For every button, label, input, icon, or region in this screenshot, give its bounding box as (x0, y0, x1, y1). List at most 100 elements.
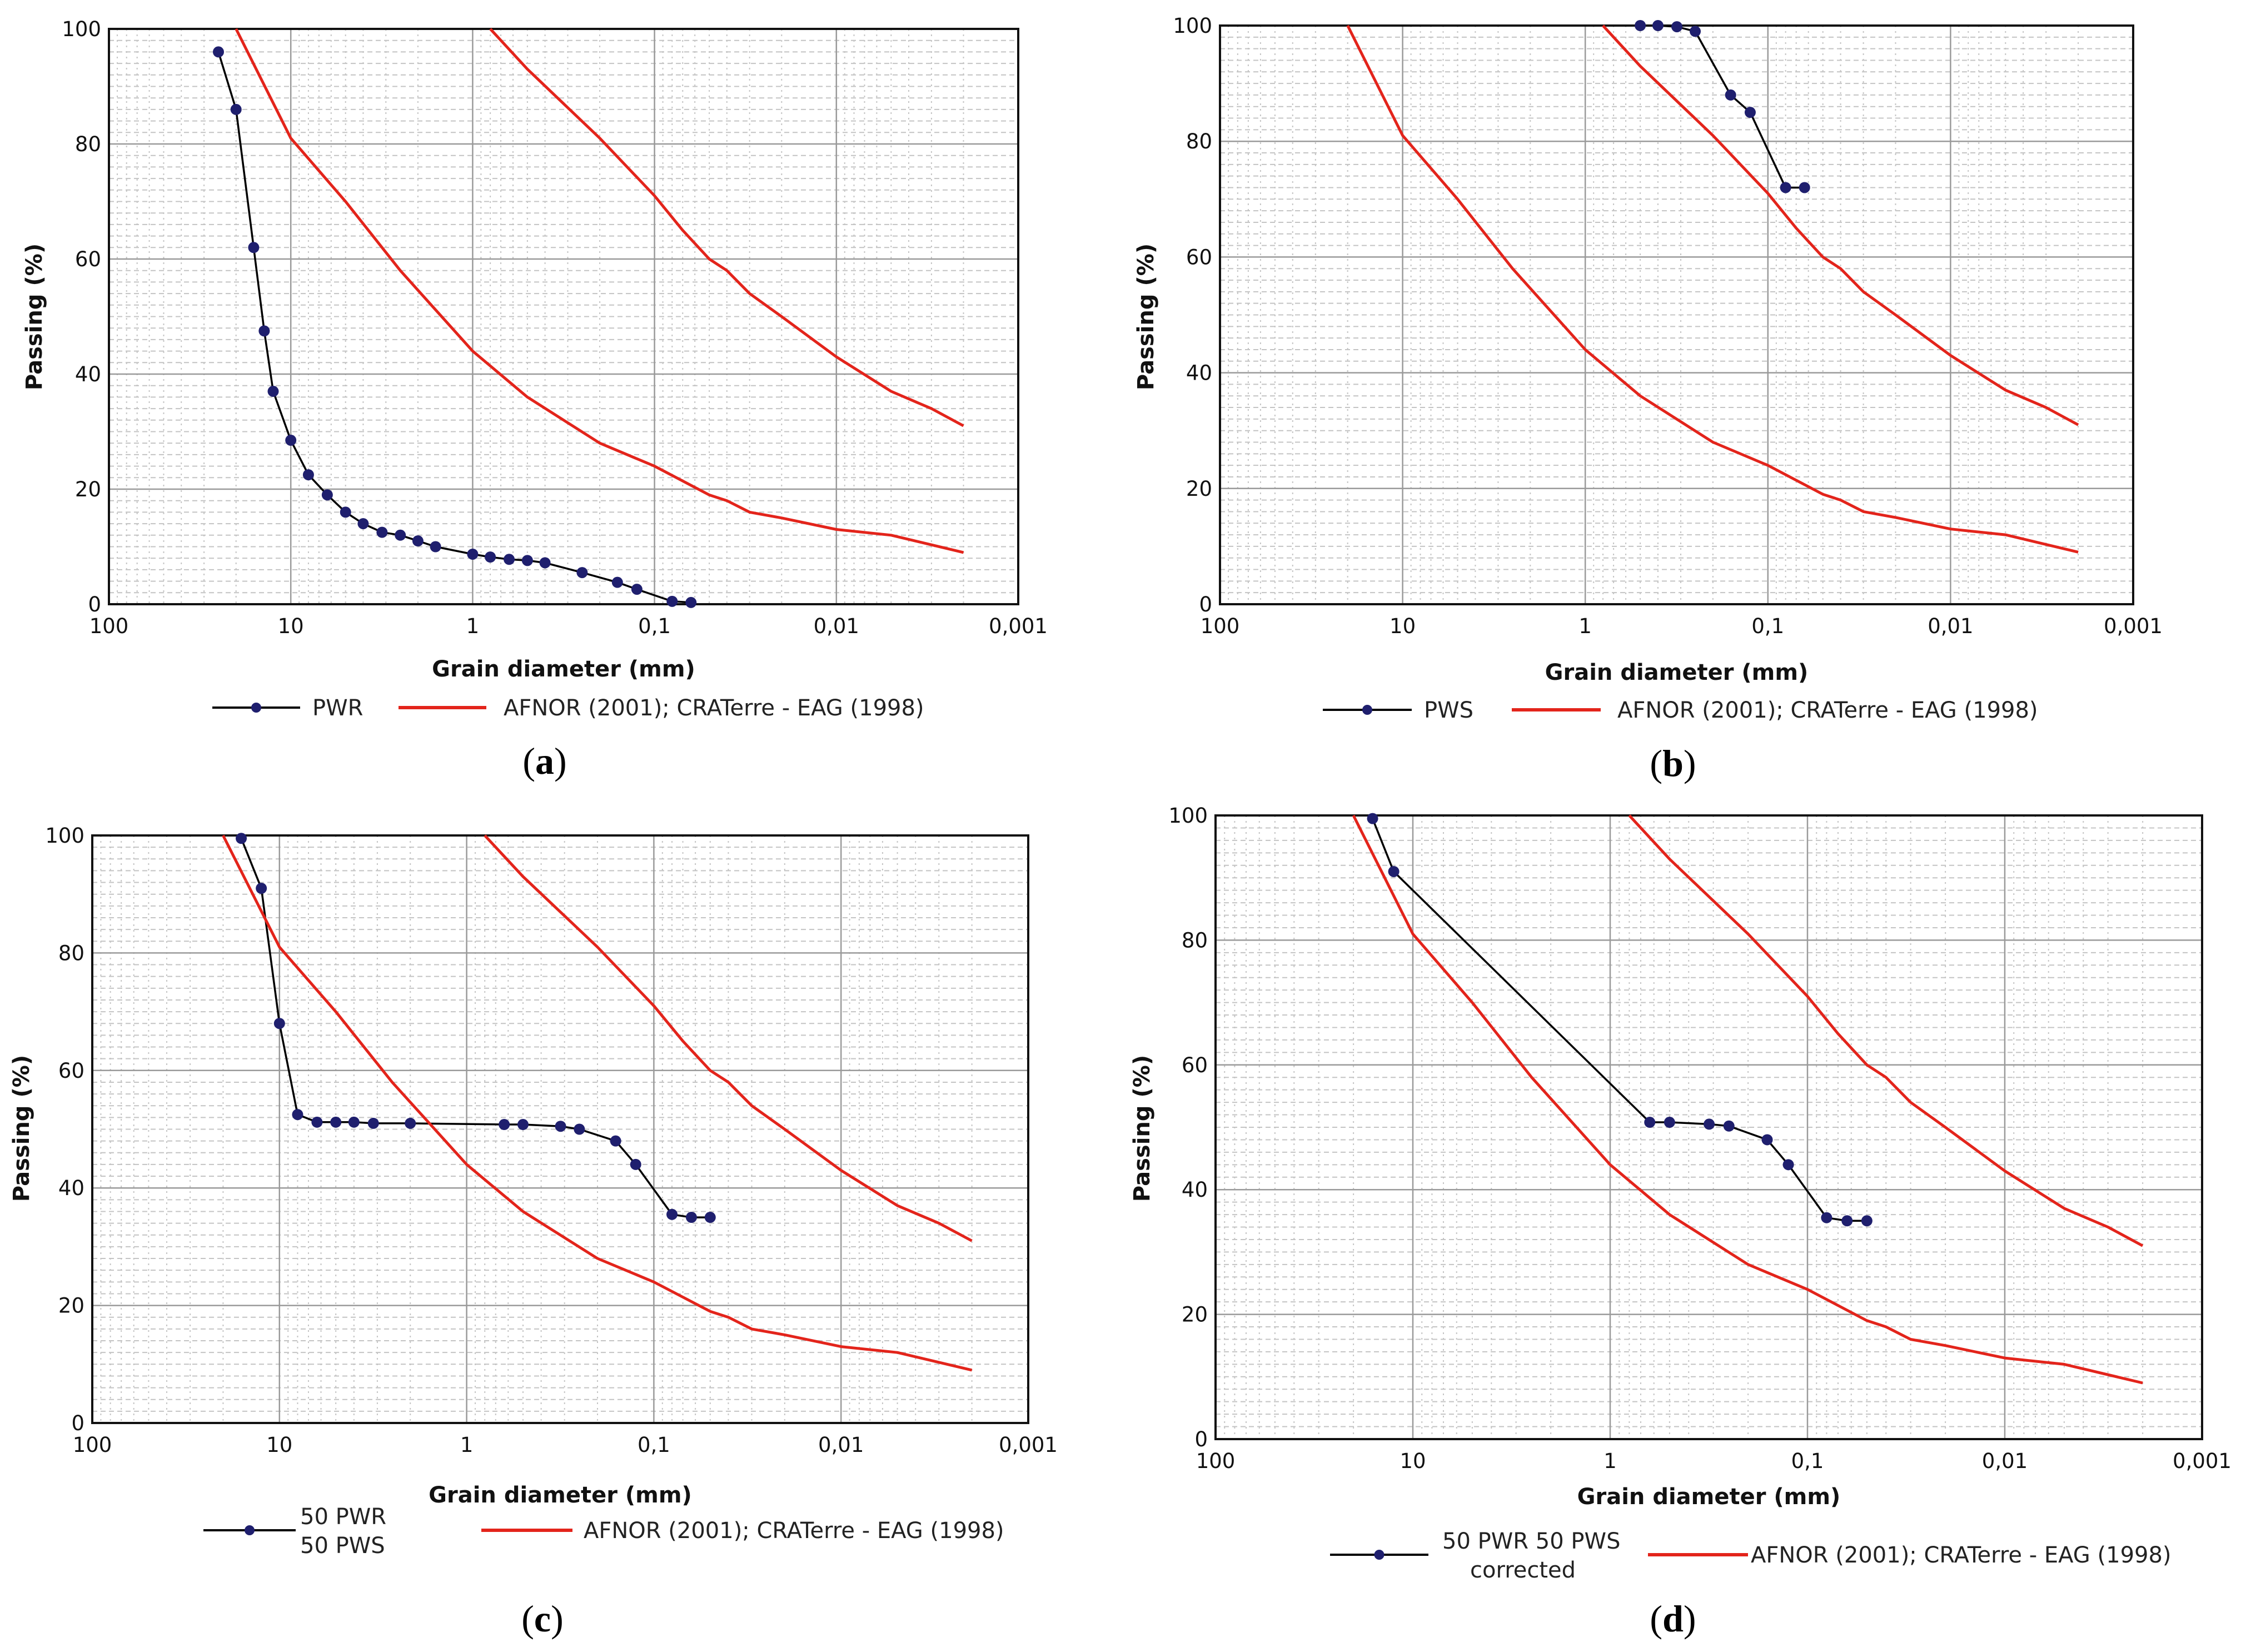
sample-data-point (1861, 1215, 1873, 1227)
sample-data-point (1761, 1134, 1773, 1146)
x-tick-label: 10 (266, 1433, 292, 1457)
legend-sample-label: PWR (312, 695, 363, 721)
reference-limit-line (1352, 814, 2143, 1385)
plot-frame (1214, 814, 2203, 1440)
sample-data-point (485, 551, 496, 563)
sample-data-point (467, 548, 479, 560)
sample-data-point (521, 555, 533, 566)
sample-data-point (348, 1116, 360, 1128)
y-tick-label: 60 (1186, 245, 1212, 269)
y-tick-label: 20 (1186, 477, 1212, 501)
y-tick-label: 80 (58, 941, 84, 965)
sample-data-point (631, 584, 643, 595)
x-tick-label: 0,1 (638, 1433, 670, 1457)
sample-data-point (256, 883, 267, 894)
x-tick-label: 0,01 (818, 1433, 864, 1457)
y-tick-label: 40 (1186, 361, 1212, 385)
x-axis-label: Grain diameter (mm) (1545, 660, 1809, 685)
x-tick-label: 0,01 (814, 614, 859, 638)
x-tick-label: 100 (73, 1433, 112, 1457)
sample-data-point (212, 46, 224, 58)
y-tick-label: 0 (71, 1411, 84, 1435)
y-tick-label: 80 (1182, 928, 1208, 952)
sample-data-point (292, 1109, 303, 1121)
sample-data-point (1782, 1159, 1794, 1171)
sample-data-point (258, 325, 270, 337)
chart-panel-a: 0 20 40 60 80 100 100 10 1 0,1 0,01 0,001 Grain diam… (22, 17, 1048, 782)
panel-caption: (c) (521, 1598, 564, 1640)
sample-data-point (321, 489, 333, 501)
sample-data-point (1841, 1215, 1853, 1227)
y-tick-label: 60 (1182, 1053, 1208, 1077)
x-tick-label: 1 (466, 614, 480, 638)
x-tick-label: 0,01 (1982, 1449, 2028, 1473)
sample-data-point (340, 506, 351, 518)
sample-data-point (517, 1119, 529, 1131)
sample-data-point (1821, 1212, 1832, 1223)
legend-reference-label: AFNOR (2001); CRATerre - EAG (1998) (504, 695, 924, 721)
x-tick-label: 0,1 (1791, 1449, 1824, 1473)
x-tick-label: 0,001 (999, 1433, 1058, 1457)
y-axis-label: Passing (%) (22, 243, 47, 390)
y-tick-label: 40 (1182, 1178, 1208, 1202)
legend-sample-marker (1374, 1550, 1385, 1560)
panel-caption: (b) (1650, 742, 1696, 784)
sample-data-point (704, 1212, 716, 1223)
x-axis-label: Grain diameter (mm) (1577, 1484, 1841, 1510)
x-tick-label: 100 (89, 614, 129, 638)
sample-data-point (1644, 1117, 1656, 1128)
legend-sample-label: PWS (1424, 698, 1473, 723)
sample-data-point (685, 596, 697, 608)
y-axis-label: Passing (%) (1129, 1055, 1155, 1202)
chart-panel-c: 0 20 40 60 80 100 100 10 1 0,1 0,01 0,001 Grain diam… (9, 824, 1058, 1640)
x-tick-label: 0,1 (638, 614, 671, 638)
sample-data-point (1664, 1117, 1675, 1128)
sample-data-point (285, 435, 297, 446)
chart-panel-d: 0 20 40 60 80 100 100 10 1 0,1 0,01 0,001 Grain diam… (1129, 804, 2232, 1640)
sample-data-point (574, 1123, 585, 1135)
y-tick-label: 20 (1182, 1303, 1208, 1327)
sample-series-line (240, 838, 710, 1218)
legend-reference-label: AFNOR (2001); CRATerre - EAG (1998) (584, 1518, 1004, 1544)
x-tick-label: 0,1 (1751, 614, 1784, 638)
sample-data-point (666, 1208, 678, 1220)
x-tick-label: 100 (1201, 614, 1240, 638)
sample-data-point (1388, 865, 1400, 877)
legend-reference-label: AFNOR (2001); CRATerre - EAG (1998) (1617, 698, 2038, 723)
reference-limit-line (489, 28, 964, 427)
y-tick-label: 0 (88, 593, 101, 616)
x-tick-label: 0,001 (2104, 614, 2163, 638)
sample-data-point (1799, 182, 1810, 193)
y-tick-label: 100 (45, 824, 84, 848)
y-tick-label: 100 (1168, 804, 1208, 828)
sample-data-point (430, 541, 441, 553)
sample-data-point (273, 1018, 285, 1029)
y-tick-label: 20 (75, 477, 101, 501)
legend-sample-marker (245, 1525, 255, 1535)
sample-data-point (610, 1135, 621, 1147)
reference-limit-line (1602, 24, 2079, 426)
sample-data-point (1635, 20, 1646, 31)
legend-reference-label: AFNOR (2001); CRATerre - EAG (1998) (1751, 1542, 2172, 1568)
sample-data-point (1690, 26, 1701, 37)
y-tick-label: 40 (75, 362, 101, 386)
x-tick-label: 0,001 (989, 614, 1048, 638)
x-axis-label: Grain diameter (mm) (432, 656, 695, 682)
sample-series-line (217, 51, 691, 604)
y-axis-label: Passing (%) (9, 1055, 34, 1202)
sample-data-point (1744, 107, 1756, 118)
x-tick-label: 10 (278, 614, 304, 638)
sample-data-point (412, 535, 424, 547)
x-axis-label: Grain diameter (mm) (429, 1482, 692, 1508)
y-tick-label: 100 (1173, 14, 1212, 38)
sample-data-point (230, 103, 242, 115)
x-tick-label: 1 (460, 1433, 474, 1457)
sample-data-point (367, 1117, 379, 1129)
y-axis-label: Passing (%) (1133, 243, 1159, 390)
sample-data-point (1780, 182, 1791, 193)
sample-data-point (395, 529, 406, 541)
y-tick-label: 80 (1186, 130, 1212, 153)
sample-data-point (248, 242, 260, 253)
sample-data-point (539, 557, 551, 569)
